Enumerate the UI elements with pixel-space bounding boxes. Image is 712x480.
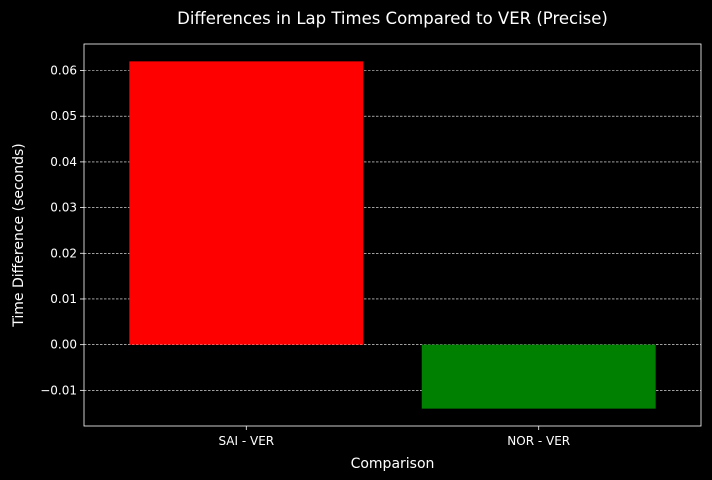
y-tick-label: 0.01 bbox=[50, 292, 77, 306]
axes-frame bbox=[83, 43, 702, 427]
y-tick-label: 0.03 bbox=[50, 201, 77, 215]
bar-sai-ver bbox=[129, 61, 364, 345]
y-tick-label: 0.04 bbox=[50, 155, 77, 169]
x-tick-label: NOR - VER bbox=[507, 434, 570, 448]
y-tick-label: 0.00 bbox=[50, 338, 77, 352]
x-tick-label: SAI - VER bbox=[218, 434, 274, 448]
y-axis-ticks: −0.01 0.00 0.01 0.02 0.03 0.04 0.05 0.06 bbox=[40, 64, 84, 397]
y-tick-label: 0.06 bbox=[50, 64, 77, 78]
y-tick-label: 0.02 bbox=[50, 246, 77, 260]
x-axis-label: Comparison bbox=[351, 456, 435, 472]
x-axis-ticks: SAI - VER NOR - VER bbox=[218, 426, 570, 448]
y-tick-label: 0.05 bbox=[50, 109, 77, 123]
bars bbox=[129, 61, 656, 409]
y-axis-label: Time Difference (seconds) bbox=[11, 143, 27, 327]
bar-nor-ver bbox=[421, 344, 656, 409]
chart-title: Differences in Lap Times Compared to VER… bbox=[177, 9, 608, 28]
y-tick-label: −0.01 bbox=[40, 383, 77, 397]
